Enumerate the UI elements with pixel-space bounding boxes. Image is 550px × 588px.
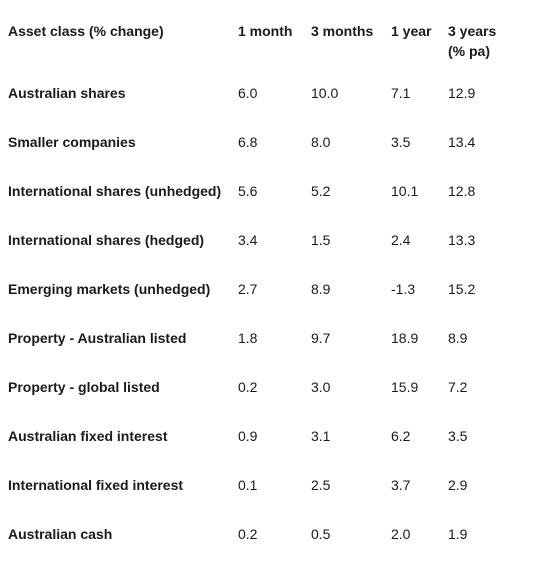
asset-returns-table: Asset class (% change) 1 month 3 months …	[8, 18, 504, 573]
cell-3-months: 5.2	[311, 183, 331, 199]
row-label: Australian shares	[8, 85, 126, 101]
cell-3-years: 2.9	[448, 477, 468, 493]
cell-1-year: 10.1	[391, 183, 419, 199]
cell-3-years: 1.9	[448, 526, 468, 542]
header-row: Asset class (% change) 1 month 3 months …	[8, 18, 504, 83]
cell-1-month: 1.8	[238, 330, 258, 346]
cell-3-years: 8.9	[448, 330, 468, 346]
row-label: Property - Australian listed	[8, 330, 187, 346]
cell-3-months: 9.7	[311, 330, 331, 346]
cell-1-year: -1.3	[391, 281, 416, 297]
header-3-months: 3 months	[311, 23, 374, 39]
table-row: Australian cash 0.2 0.5 2.0 1.9	[8, 524, 504, 573]
header-asset-class: Asset class (% change)	[8, 23, 164, 39]
cell-3-years: 12.8	[448, 183, 476, 199]
cell-1-year: 15.9	[391, 379, 419, 395]
row-label: Smaller companies	[8, 134, 136, 150]
cell-3-months: 3.0	[311, 379, 331, 395]
cell-1-year: 18.9	[391, 330, 419, 346]
cell-3-months: 10.0	[311, 85, 339, 101]
cell-3-months: 1.5	[311, 232, 331, 248]
row-label: International shares (unhedged)	[8, 183, 222, 199]
header-1-year: 1 year	[391, 23, 432, 39]
cell-1-year: 6.2	[391, 428, 411, 444]
header-1-month: 1 month	[238, 23, 293, 39]
cell-3-years: 15.2	[448, 281, 476, 297]
table-row: Smaller companies 6.8 8.0 3.5 13.4	[8, 132, 504, 181]
table-row: International shares (unhedged) 5.6 5.2 …	[8, 181, 504, 230]
cell-3-months: 8.0	[311, 134, 331, 150]
row-label: Australian fixed interest	[8, 428, 168, 444]
cell-1-month: 0.1	[238, 477, 258, 493]
row-label: Emerging markets (unhedged)	[8, 281, 211, 297]
cell-3-years: 12.9	[448, 85, 476, 101]
table-row: Australian shares 6.0 10.0 7.1 12.9	[8, 83, 504, 132]
cell-1-year: 2.0	[391, 526, 411, 542]
cell-1-month: 0.9	[238, 428, 258, 444]
cell-3-months: 0.5	[311, 526, 331, 542]
table-row: Property - Australian listed 1.8 9.7 18.…	[8, 328, 504, 377]
cell-1-year: 2.4	[391, 232, 411, 248]
cell-3-months: 2.5	[311, 477, 331, 493]
cell-1-month: 3.4	[238, 232, 258, 248]
cell-3-months: 8.9	[311, 281, 331, 297]
row-label: International fixed interest	[8, 477, 184, 493]
cell-1-year: 7.1	[391, 85, 411, 101]
cell-1-month: 6.0	[238, 85, 258, 101]
table-header: Asset class (% change) 1 month 3 months …	[8, 18, 504, 83]
cell-1-year: 3.5	[391, 134, 411, 150]
table-row: Emerging markets (unhedged) 2.7 8.9 -1.3…	[8, 279, 504, 328]
header-3-years: 3 years (% pa)	[448, 23, 497, 59]
cell-1-month: 6.8	[238, 134, 258, 150]
cell-1-month: 0.2	[238, 526, 258, 542]
cell-3-months: 3.1	[311, 428, 331, 444]
cell-1-month: 5.6	[238, 183, 258, 199]
cell-3-years: 3.5	[448, 428, 468, 444]
table-row: Australian fixed interest 0.9 3.1 6.2 3.…	[8, 426, 504, 475]
table-body: Australian shares 6.0 10.0 7.1 12.9 Smal…	[8, 83, 504, 573]
table-row: Property - global listed 0.2 3.0 15.9 7.…	[8, 377, 504, 426]
row-label: Property - global listed	[8, 379, 160, 395]
cell-1-month: 2.7	[238, 281, 258, 297]
cell-1-month: 0.2	[238, 379, 258, 395]
cell-3-years: 13.4	[448, 134, 476, 150]
cell-1-year: 3.7	[391, 477, 411, 493]
cell-3-years: 7.2	[448, 379, 468, 395]
row-label: Australian cash	[8, 526, 113, 542]
cell-3-years: 13.3	[448, 232, 476, 248]
row-label: International shares (hedged)	[8, 232, 205, 248]
table-row: International fixed interest 0.1 2.5 3.7…	[8, 475, 504, 524]
table-row: International shares (hedged) 3.4 1.5 2.…	[8, 230, 504, 279]
